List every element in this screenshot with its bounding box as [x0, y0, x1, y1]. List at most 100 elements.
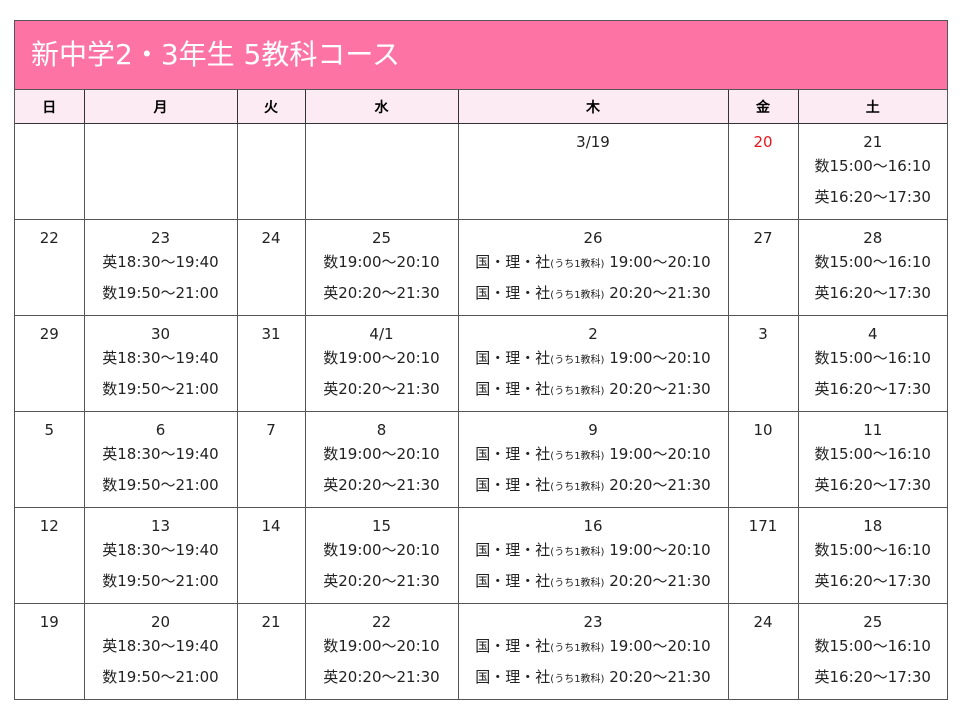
weekday-header: 木	[457, 90, 729, 124]
class-session: 英16:20～17:30	[799, 470, 948, 501]
day-cell: 20	[727, 123, 799, 220]
session-note: (うち1教科)	[550, 290, 605, 301]
day-date: 23	[583, 613, 603, 631]
day-cell: 5	[15, 411, 85, 508]
day-cell: 13 英18:30～19:40 数19:50～21:00	[83, 507, 238, 604]
day-date: 28	[863, 229, 883, 247]
session-subject: 国・理・社	[475, 253, 551, 271]
day-date	[238, 133, 305, 151]
calendar-table: 日月火水木金土 3/19 20 21 数15:00～16:10 英16:20～17:30…	[15, 90, 947, 699]
session-time: 19:00～20:10	[604, 253, 711, 271]
day-cell: 8 数19:00～20:10 英20:20～21:30	[304, 411, 459, 508]
session-time: 19:00～20:10	[604, 445, 711, 463]
class-session: 英16:20～17:30	[799, 374, 948, 405]
session-subject: 数19:50～21:00	[102, 668, 219, 686]
day-cell	[304, 123, 459, 220]
day-date: 21	[261, 613, 281, 631]
session-note: (うち1教科)	[550, 355, 605, 366]
session-time: 20:20～21:30	[604, 284, 711, 302]
day-date: 22	[39, 229, 59, 247]
class-session: 数19:00～20:10	[306, 439, 458, 470]
class-session: 数19:00～20:10	[306, 535, 458, 566]
class-session: 数15:00～16:10	[799, 439, 948, 470]
session-subject: 数19:50～21:00	[102, 572, 219, 590]
session-note: (うち1教科)	[550, 386, 605, 397]
class-session: 英16:20～17:30	[799, 662, 948, 693]
session-subject: 数19:50～21:00	[102, 284, 219, 302]
session-subject: 国・理・社	[475, 541, 551, 559]
session-subject: 国・理・社	[475, 380, 551, 398]
day-cell: 29	[15, 315, 85, 412]
day-cell: 12	[15, 507, 85, 604]
session-time: 19:00～20:10	[604, 349, 711, 367]
session-time: 20:20～21:30	[604, 668, 711, 686]
session-subject: 英18:30～19:40	[102, 253, 219, 271]
day-date: 13	[150, 517, 171, 535]
day-date: 2	[588, 325, 598, 343]
class-session: 数15:00～16:10	[799, 535, 948, 566]
session-subject: 英20:20～21:30	[323, 284, 440, 302]
day-cell: 23 英18:30～19:40 数19:50～21:00	[83, 219, 238, 316]
session-subject: 数19:00～20:10	[323, 637, 440, 655]
session-subject: 数15:00～16:10	[814, 253, 931, 271]
class-session: 英18:30～19:40	[85, 535, 237, 566]
day-cell: 11 数15:00～16:10 英16:20～17:30	[797, 411, 948, 508]
day-cell: 171	[727, 507, 799, 604]
day-date: 5	[44, 421, 55, 439]
week-row: 3/19 20 21 数15:00～16:10 英16:20～17:30	[15, 123, 948, 220]
day-cell: 15 数19:00～20:10 英20:20～21:30	[304, 507, 459, 604]
weekday-header: 金	[727, 90, 799, 124]
day-cell: 24	[236, 219, 306, 316]
session-note: (うち1教科)	[550, 547, 605, 558]
day-date	[306, 133, 458, 151]
session-subject: 数15:00～16:10	[814, 637, 931, 655]
session-note: (うち1教科)	[550, 674, 605, 685]
class-session: 数15:00～16:10	[799, 151, 948, 182]
class-session: 国・理・社(うち1教科) 20:20～21:30	[459, 278, 728, 309]
class-session: 英16:20～17:30	[799, 566, 948, 597]
day-cell: 24	[727, 603, 799, 699]
class-session: 数19:50～21:00	[85, 278, 237, 309]
class-session: 国・理・社(うち1教科) 19:00～20:10	[459, 247, 728, 278]
class-session: 英20:20～21:30	[306, 374, 458, 405]
day-cell: 10	[727, 411, 799, 508]
week-row: 5 6 英18:30～19:40 数19:50～21:00 7 8 数19:00～20:10…	[15, 411, 948, 508]
day-date: 25	[863, 613, 883, 631]
day-date: 15	[371, 517, 392, 535]
page-title: 新中学2・3年生 5教科コース	[15, 21, 947, 90]
weekday-header: 土	[797, 90, 947, 124]
week-row: 22 23 英18:30～19:40 数19:50～21:00 24 25 数19:00～2…	[15, 219, 947, 316]
class-session: 数19:50～21:00	[85, 662, 237, 693]
day-date: 24	[261, 229, 281, 247]
day-date: 171	[748, 517, 778, 535]
session-subject: 数19:00～20:10	[323, 445, 440, 463]
day-cell: 26 国・理・社(うち1教科) 19:00～20:10 国・理・社(うち1教科) 2…	[457, 219, 729, 316]
class-session: 英18:30～19:40	[85, 439, 237, 470]
class-session: 国・理・社(うち1教科) 19:00～20:10	[459, 343, 728, 374]
day-cell	[15, 123, 85, 220]
class-session: 国・理・社(うち1教科) 20:20～21:30	[459, 566, 728, 597]
day-cell: 31	[236, 315, 306, 412]
day-date: 3/19	[576, 133, 610, 151]
day-date: 4	[867, 325, 878, 343]
weekday-header: 火	[236, 90, 306, 124]
day-date: 30	[150, 325, 171, 343]
class-session: 数15:00～16:10	[799, 343, 948, 374]
class-session: 英20:20～21:30	[306, 662, 458, 693]
class-session: 数19:00～20:10	[306, 247, 458, 278]
day-cell: 23 国・理・社(うち1教科) 19:00～20:10 国・理・社(うち1教科) 2…	[457, 603, 729, 699]
day-date: 29	[39, 325, 59, 343]
weekday-header: 水	[304, 90, 459, 124]
session-note: (うち1教科)	[550, 451, 605, 462]
day-cell: 21 数15:00～16:10 英16:20～17:30	[797, 123, 948, 220]
session-note: (うち1教科)	[550, 643, 605, 654]
session-note: (うち1教科)	[550, 259, 605, 270]
day-date: 22	[371, 613, 392, 631]
day-cell	[83, 123, 238, 220]
day-date: 4/1	[369, 325, 394, 343]
class-session: 国・理・社(うち1教科) 19:00～20:10	[459, 535, 728, 566]
weekday-header: 月	[83, 90, 238, 124]
session-subject: 英16:20～17:30	[814, 668, 931, 686]
session-note: (うち1教科)	[550, 578, 605, 589]
day-date: 6	[155, 421, 166, 439]
